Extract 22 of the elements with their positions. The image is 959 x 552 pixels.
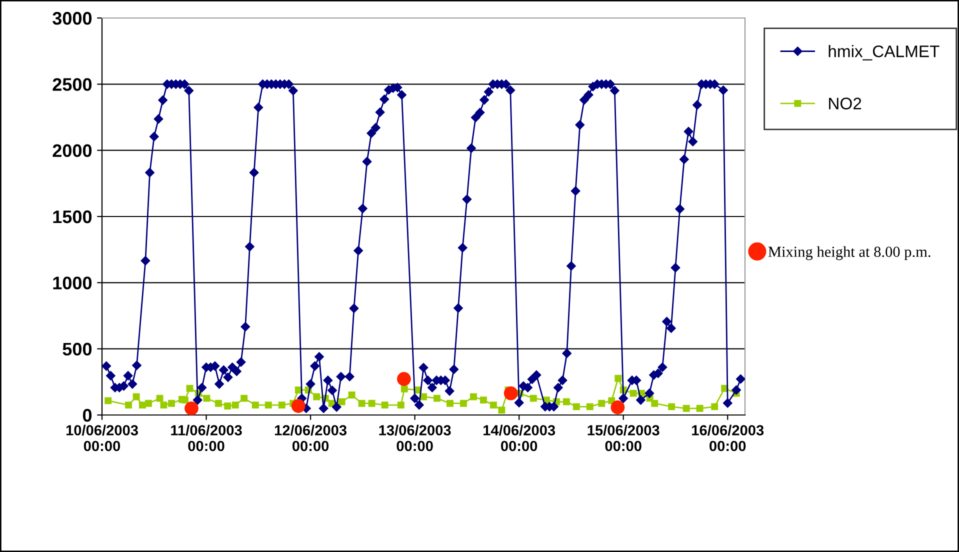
x-tick-label: 12/06/2003 00:00 <box>274 424 347 452</box>
x-tick-label: 10/06/2003 00:00 <box>66 424 138 452</box>
x-tick-label: 15/06/2003 00:00 <box>588 424 660 452</box>
x-tick-label: 16/06/2003 00:00 <box>692 424 764 452</box>
x-tick-label: 14/06/2003 00:00 <box>484 424 556 452</box>
x-tick-label: 11/06/2003 00:00 <box>171 424 242 452</box>
legend-label: NO2 <box>829 98 862 110</box>
y-tick-label: 1000 <box>53 276 92 290</box>
y-tick-label: 3000 <box>52 12 92 25</box>
legend-label: hmix_CALMET <box>828 45 940 60</box>
point <box>504 386 518 400</box>
y-tick-label: 0 <box>82 408 92 422</box>
x-tick-label: 13/06/2003 00:00 <box>379 424 451 452</box>
point <box>184 401 198 415</box>
point <box>610 400 625 414</box>
y-tick-label: 1500 <box>53 210 92 224</box>
point <box>291 399 306 413</box>
point <box>397 372 411 386</box>
y-tick-label: 500 <box>62 342 92 356</box>
y-tick-label: 2500 <box>52 78 92 91</box>
y-tick-label: 2000 <box>52 144 92 158</box>
legend-label: Mixing height at 8.00 p.m. <box>768 246 930 260</box>
